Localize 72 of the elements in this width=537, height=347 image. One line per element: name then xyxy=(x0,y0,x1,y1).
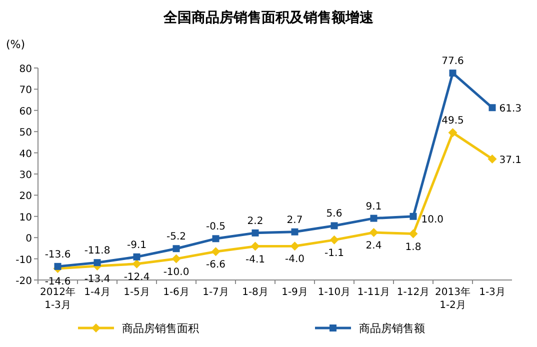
point xyxy=(54,262,62,270)
data-label: -4.0 xyxy=(284,254,305,266)
data-label: 5.6 xyxy=(326,208,342,220)
y-axis-title: (%) xyxy=(6,38,26,51)
data-label: -6.6 xyxy=(206,260,226,271)
data-label: -13.4 xyxy=(84,274,110,286)
point xyxy=(488,104,496,112)
data-label: 2.7 xyxy=(286,214,303,226)
y-tick-label: 40 xyxy=(19,148,32,160)
x-tick-label: 2012年 1-3月 xyxy=(40,286,76,311)
data-label: -12.4 xyxy=(124,272,150,283)
chart-title: 全国商品房销售面积及销售额增速 xyxy=(162,9,374,26)
x-tick-label: 1-6月 xyxy=(163,287,190,298)
point xyxy=(408,229,418,238)
data-label: -9.1 xyxy=(126,240,147,251)
point xyxy=(132,259,142,268)
x-tick-label: 1-10月 xyxy=(318,287,351,298)
point xyxy=(369,228,378,238)
data-label: 2.2 xyxy=(247,216,264,227)
x-tick-label: 1-9月 xyxy=(282,287,308,298)
data-label: 37.1 xyxy=(499,154,522,166)
point xyxy=(330,235,339,244)
x-tick-label: 1-11月 xyxy=(357,287,390,298)
point xyxy=(172,245,180,252)
point xyxy=(330,222,338,230)
point xyxy=(370,214,378,222)
data-label: 2.4 xyxy=(366,240,382,252)
y-tick-label: 20 xyxy=(19,191,32,202)
x-tick-label: 1-12月 xyxy=(396,287,430,298)
data-label: 77.6 xyxy=(442,56,464,68)
data-label: -1.1 xyxy=(324,248,344,259)
point xyxy=(252,229,259,236)
y-tick-label: 30 xyxy=(19,170,32,181)
point xyxy=(410,212,417,220)
data-label: 10.0 xyxy=(421,214,444,226)
y-tick-label: -20 xyxy=(16,276,32,287)
y-tick-label: 10 xyxy=(19,212,32,224)
x-tick-label: 1-8月 xyxy=(242,287,268,298)
data-label: 61.3 xyxy=(499,104,522,115)
point xyxy=(211,247,220,256)
x-tick-label: 1-3月 xyxy=(479,287,506,298)
point xyxy=(488,154,497,164)
x-tick-label: 1-5月 xyxy=(124,287,150,298)
data-label: -5.2 xyxy=(166,232,186,243)
point xyxy=(291,228,298,236)
legend-label: 商品房销售额 xyxy=(359,322,425,335)
point xyxy=(448,128,458,138)
point xyxy=(94,259,101,266)
y-tick-label: 80 xyxy=(19,64,32,75)
data-label: 1.8 xyxy=(405,242,422,253)
x-tick-label: 2013年 1-2月 xyxy=(435,286,470,311)
y-tick-label: 0 xyxy=(26,234,32,245)
y-tick-label: 50 xyxy=(19,128,32,139)
data-label: 9.1 xyxy=(366,201,382,212)
data-label: -11.8 xyxy=(84,246,110,257)
point xyxy=(172,254,181,264)
data-label: -14.6 xyxy=(44,276,71,288)
y-tick-label: 70 xyxy=(19,85,32,96)
data-label: -10.0 xyxy=(163,266,190,278)
point xyxy=(212,235,220,242)
point xyxy=(449,70,456,77)
data-label: -0.5 xyxy=(206,222,226,233)
data-label: 49.5 xyxy=(442,116,464,127)
data-label: -13.6 xyxy=(44,249,71,260)
data-label: -4.1 xyxy=(245,254,266,266)
y-tick-label: 60 xyxy=(19,106,32,118)
x-tick-label: 1-4月 xyxy=(84,287,110,298)
point xyxy=(290,242,300,251)
legend-label: 商品房销售面积 xyxy=(122,322,199,335)
y-tick-label: -10 xyxy=(16,254,32,266)
point xyxy=(133,253,140,260)
x-tick-label: 1-7月 xyxy=(202,287,229,298)
